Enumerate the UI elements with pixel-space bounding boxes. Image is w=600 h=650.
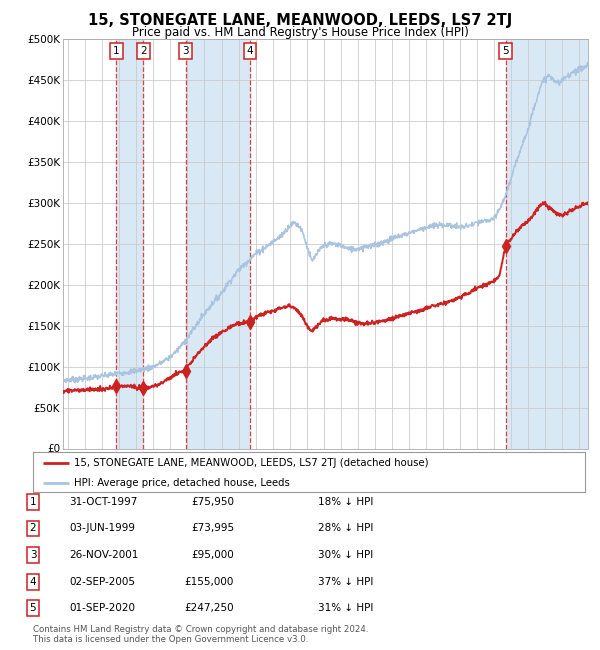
Text: 31% ↓ HPI: 31% ↓ HPI bbox=[318, 603, 373, 614]
Text: 1: 1 bbox=[29, 497, 37, 507]
Text: £95,000: £95,000 bbox=[191, 550, 234, 560]
Text: 2: 2 bbox=[29, 523, 37, 534]
Text: 4: 4 bbox=[29, 577, 37, 587]
Text: 3: 3 bbox=[182, 46, 189, 57]
Text: 5: 5 bbox=[29, 603, 37, 614]
Text: 4: 4 bbox=[247, 46, 253, 57]
Text: 26-NOV-2001: 26-NOV-2001 bbox=[69, 550, 139, 560]
Bar bbox=[186, 39, 250, 448]
Text: 01-SEP-2020: 01-SEP-2020 bbox=[69, 603, 135, 614]
Text: 3: 3 bbox=[29, 550, 37, 560]
Text: HPI: Average price, detached house, Leeds: HPI: Average price, detached house, Leed… bbox=[74, 478, 290, 488]
Bar bbox=[116, 39, 143, 448]
Text: 18% ↓ HPI: 18% ↓ HPI bbox=[318, 497, 373, 507]
Text: 2: 2 bbox=[140, 46, 147, 57]
Text: 1: 1 bbox=[113, 46, 119, 57]
Text: Price paid vs. HM Land Registry's House Price Index (HPI): Price paid vs. HM Land Registry's House … bbox=[131, 26, 469, 39]
Text: 31-OCT-1997: 31-OCT-1997 bbox=[69, 497, 137, 507]
Text: 5: 5 bbox=[502, 46, 509, 57]
Text: 15, STONEGATE LANE, MEANWOOD, LEEDS, LS7 2TJ (detached house): 15, STONEGATE LANE, MEANWOOD, LEEDS, LS7… bbox=[74, 458, 429, 467]
Text: 30% ↓ HPI: 30% ↓ HPI bbox=[318, 550, 373, 560]
Text: Contains HM Land Registry data © Crown copyright and database right 2024.: Contains HM Land Registry data © Crown c… bbox=[33, 625, 368, 634]
Text: 02-SEP-2005: 02-SEP-2005 bbox=[69, 577, 135, 587]
Text: 37% ↓ HPI: 37% ↓ HPI bbox=[318, 577, 373, 587]
Bar bbox=[506, 39, 588, 448]
Text: £73,995: £73,995 bbox=[191, 523, 234, 534]
Text: £155,000: £155,000 bbox=[185, 577, 234, 587]
Text: £75,950: £75,950 bbox=[191, 497, 234, 507]
Text: 28% ↓ HPI: 28% ↓ HPI bbox=[318, 523, 373, 534]
Text: 03-JUN-1999: 03-JUN-1999 bbox=[69, 523, 135, 534]
Text: £247,250: £247,250 bbox=[184, 603, 234, 614]
Text: This data is licensed under the Open Government Licence v3.0.: This data is licensed under the Open Gov… bbox=[33, 634, 308, 644]
Text: 15, STONEGATE LANE, MEANWOOD, LEEDS, LS7 2TJ: 15, STONEGATE LANE, MEANWOOD, LEEDS, LS7… bbox=[88, 13, 512, 28]
